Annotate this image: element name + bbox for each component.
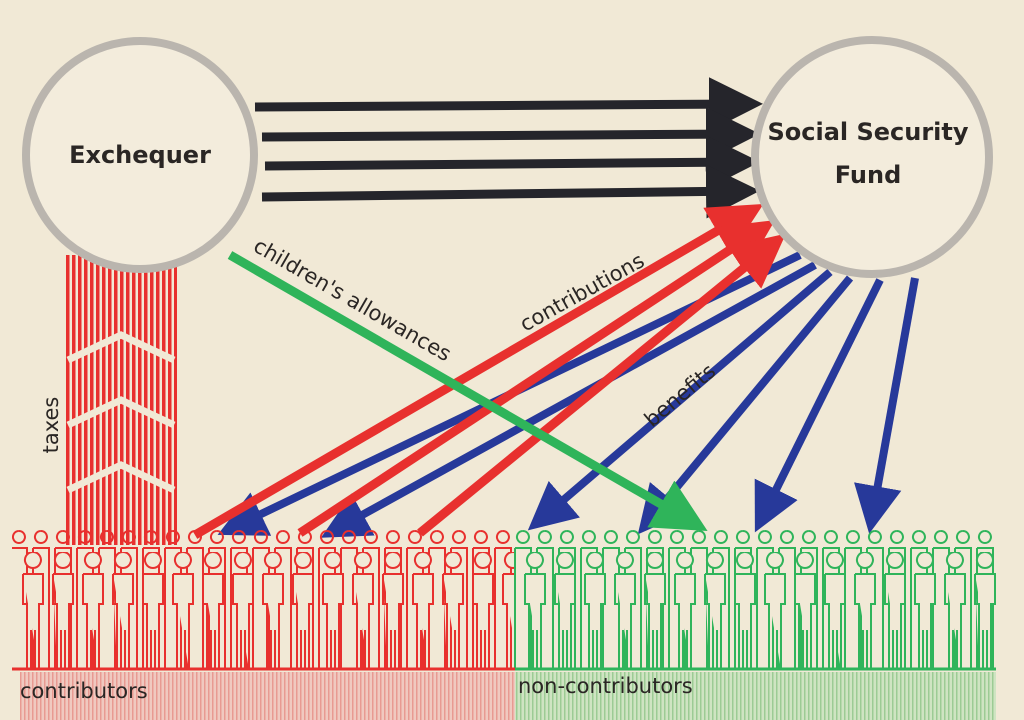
non-contributors-band xyxy=(515,672,996,720)
contributions-label: contributions xyxy=(516,248,649,336)
fund-label-line: Fund xyxy=(835,161,902,189)
contributors-label: contributors xyxy=(20,679,148,703)
exchequer-arrows xyxy=(254,77,763,219)
non-contributors-label: non-contributors xyxy=(518,674,693,698)
benefits-label: benefits xyxy=(640,359,720,432)
allowances-label: children's allowances xyxy=(250,234,456,367)
taxes-label: taxes xyxy=(39,397,63,454)
chevrons xyxy=(66,331,176,494)
exchequer-circle xyxy=(22,37,258,273)
contributors-band xyxy=(20,672,515,720)
exchequer-label: Exchequer xyxy=(69,141,211,169)
contribution-arrows xyxy=(192,203,786,539)
fund-circle xyxy=(751,36,993,278)
fund-label-line: Social Security xyxy=(767,118,968,146)
non-contributors-front-row xyxy=(520,552,996,670)
allowance-arrow xyxy=(227,251,708,532)
contributors-front-row xyxy=(18,552,515,670)
